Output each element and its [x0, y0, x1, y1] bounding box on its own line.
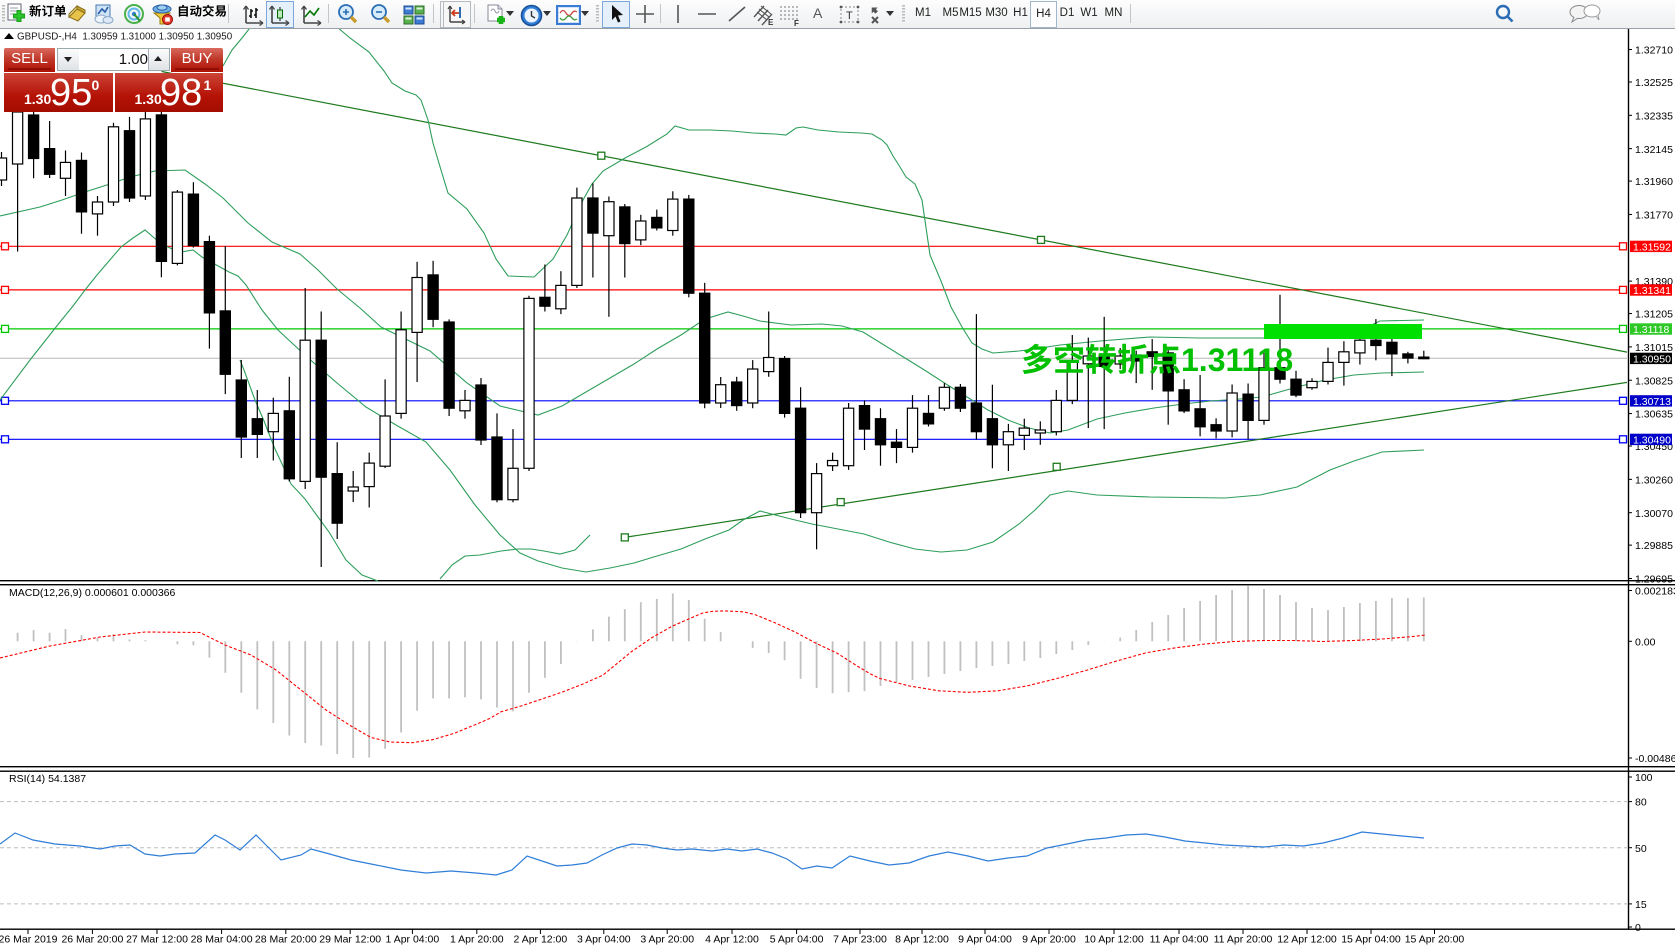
svg-text:RSI(14) 54.1387: RSI(14) 54.1387: [9, 773, 86, 785]
svg-text:1.31960: 1.31960: [1635, 176, 1673, 188]
svg-text:1.29695: 1.29695: [1635, 574, 1673, 586]
svg-text:1 Apr 20:00: 1 Apr 20:00: [450, 934, 504, 946]
svg-text:1.31341: 1.31341: [1633, 285, 1671, 297]
svg-text:27 Mar 12:00: 27 Mar 12:00: [126, 934, 188, 946]
svg-text:-0.004861: -0.004861: [1635, 753, 1675, 765]
svg-text:1.30825: 1.30825: [1635, 375, 1673, 387]
svg-text:1.30635: 1.30635: [1635, 409, 1673, 421]
svg-text:1.30260: 1.30260: [1635, 474, 1673, 486]
svg-text:F: F: [794, 19, 799, 27]
svg-text:11 Apr 04:00: 11 Apr 04:00: [1150, 934, 1209, 946]
svg-text:26 Mar 2019: 26 Mar 2019: [0, 934, 58, 946]
svg-text:11 Apr 20:00: 11 Apr 20:00: [1214, 934, 1273, 946]
svg-text:1.30950: 1.30950: [1633, 353, 1671, 365]
svg-text:15: 15: [1635, 899, 1647, 911]
svg-text:1.31770: 1.31770: [1635, 210, 1673, 222]
svg-text:15 Apr 04:00: 15 Apr 04:00: [1341, 934, 1401, 946]
svg-text:9 Apr 04:00: 9 Apr 04:00: [958, 934, 1012, 946]
svg-text:1.32710: 1.32710: [1635, 45, 1673, 57]
svg-text:10 Apr 12:00: 10 Apr 12:00: [1084, 934, 1144, 946]
svg-text:1.31118: 1.31118: [1633, 324, 1670, 336]
svg-text:1.30490: 1.30490: [1633, 434, 1671, 446]
svg-text:1.31592: 1.31592: [1633, 241, 1671, 253]
svg-text:1.30070: 1.30070: [1635, 508, 1673, 520]
svg-text:1.30713: 1.30713: [1633, 396, 1671, 408]
svg-text:4 Apr 12:00: 4 Apr 12:00: [705, 934, 759, 946]
svg-text:15 Apr 20:00: 15 Apr 20:00: [1405, 934, 1465, 946]
svg-text:1.32145: 1.32145: [1635, 144, 1673, 156]
svg-text:1.31118: 1.31118: [1181, 342, 1293, 378]
svg-text:80: 80: [1635, 797, 1647, 809]
svg-text:0: 0: [1635, 922, 1641, 934]
svg-text:1.29885: 1.29885: [1635, 540, 1673, 552]
svg-text:1.32525: 1.32525: [1635, 77, 1673, 89]
svg-text:2 Apr 12:00: 2 Apr 12:00: [514, 934, 568, 946]
svg-text:28 Mar 04:00: 28 Mar 04:00: [191, 934, 253, 946]
svg-text:100: 100: [1635, 772, 1653, 784]
svg-text:5 Apr 04:00: 5 Apr 04:00: [770, 934, 824, 946]
svg-text:7 Apr 23:00: 7 Apr 23:00: [833, 934, 887, 946]
svg-text:8 Apr 12:00: 8 Apr 12:00: [895, 934, 949, 946]
svg-text:GBPUSD-,H4 1.30959 1.31000 1.: GBPUSD-,H4 1.30959 1.31000 1.30950 1.309…: [17, 32, 233, 43]
svg-text:3 Apr 20:00: 3 Apr 20:00: [640, 934, 694, 946]
svg-text:9 Apr 20:00: 9 Apr 20:00: [1022, 934, 1076, 946]
svg-text:1.31015: 1.31015: [1635, 342, 1673, 354]
svg-text:0.00: 0.00: [1635, 636, 1656, 648]
svg-text:T: T: [846, 10, 853, 22]
svg-text:0.002183: 0.002183: [1635, 586, 1675, 598]
svg-text:3 Apr 04:00: 3 Apr 04:00: [577, 934, 631, 946]
svg-text:E: E: [768, 18, 774, 27]
svg-text:1.32335: 1.32335: [1635, 110, 1673, 122]
svg-text:28 Mar 20:00: 28 Mar 20:00: [255, 934, 317, 946]
svg-text:1.31205: 1.31205: [1635, 309, 1673, 321]
svg-text:12 Apr 12:00: 12 Apr 12:00: [1277, 934, 1337, 946]
svg-text:1 Apr 04:00: 1 Apr 04:00: [386, 934, 440, 946]
svg-text:26 Mar 20:00: 26 Mar 20:00: [61, 934, 123, 946]
svg-text:29 Mar 12:00: 29 Mar 12:00: [319, 934, 381, 946]
svg-text:50: 50: [1635, 843, 1647, 855]
svg-text:MACD(12,26,9) 0.000601 0.00036: MACD(12,26,9) 0.000601 0.000366: [9, 587, 176, 599]
